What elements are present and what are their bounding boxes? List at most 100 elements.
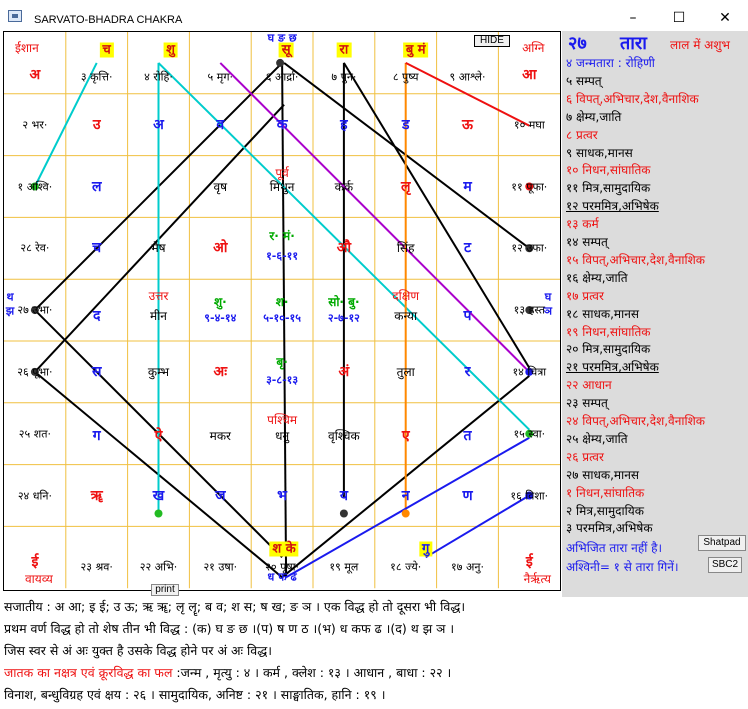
planet-shani-ketu: श के <box>269 541 299 557</box>
nakshatra-right: १० मघा <box>513 118 545 132</box>
cell-row8: भ <box>277 487 288 504</box>
cell-row3: कर्क <box>334 179 354 194</box>
nakshatra-left: २७ उभा· <box>17 303 53 317</box>
nakshatra-right: १३ हस्त <box>513 303 545 317</box>
cell-row3: लृ <box>400 178 411 195</box>
nakshatra-bottom: २२ अभि· <box>139 560 178 574</box>
hide-button[interactable]: HIDE <box>474 35 510 47</box>
nakshatra-top: ७ पुन· <box>331 70 357 84</box>
corner-letter-br: ई <box>525 554 533 571</box>
cell-row8: ॠ <box>90 487 103 504</box>
chakra-grid: ईशान अ अग्नि आ वायव्य ई नैर्ऋत्य ई ३ कृत्ति· २३ श… <box>3 31 561 596</box>
info-line-pratham: प्रथम वर्ण विद्ध हो तो शेष तीन भी विद्ध … <box>4 621 455 636</box>
tara-line: ८ प्रत्वर <box>566 127 598 142</box>
nakshatra-left: २६ पूभा· <box>17 365 53 379</box>
right-extra-letter: घ <box>544 290 552 304</box>
cell-row2: अ <box>153 116 164 133</box>
planet-shukra: शु <box>163 42 178 58</box>
corner-letter-bl: ई <box>31 554 39 571</box>
cell-row4: सिंह <box>396 241 415 256</box>
vedha-dot <box>525 306 534 315</box>
tara-line: २४ विपत्,अभिचार,देश,वैनाशिक <box>566 414 705 428</box>
nakshatra-top: ४ रोहि· <box>144 70 173 84</box>
center-planets: श· <box>275 295 289 310</box>
nakshatra-bottom: २१ उषा· <box>203 560 238 574</box>
cell-row7: धनु <box>275 428 290 443</box>
planet-guru: गु <box>419 541 433 557</box>
center-planets: शु· <box>213 295 227 310</box>
nakshatra-left: २४ धनि· <box>17 489 52 502</box>
tara-line: १३ कर्म <box>566 217 599 232</box>
cell-row7: मकर <box>209 428 231 443</box>
bottom-extra-letters: ध फ ढ <box>267 570 297 584</box>
tara-line: १८ साधक,मानस <box>566 306 639 321</box>
nakshatra-bottom: २३ श्रव· <box>80 560 113 574</box>
tara-line: २ मित्र,सामुदायिक <box>566 503 644 518</box>
maximize-button[interactable]: ☐ <box>672 10 686 26</box>
vedha-dot <box>525 491 534 500</box>
nakshatra-top: ९ आश्ले· <box>449 70 486 84</box>
direction-dakshin: दक्षिण <box>392 289 420 304</box>
tara-line: १० निधन,सांघातिक <box>566 163 651 178</box>
cell-row8: ज <box>215 487 226 504</box>
center-planets: सो· बु· <box>328 295 360 310</box>
window-title: SARVATO-BHADRA CHAKRA <box>34 14 183 26</box>
center-tithi: ९-४-१४ <box>204 311 237 325</box>
cell-row6: कुम्भ <box>147 364 170 379</box>
sbc2-button[interactable]: SBC2 <box>708 557 742 573</box>
close-button[interactable]: ✕ <box>719 10 731 26</box>
print-button[interactable]: print <box>151 584 179 596</box>
corner-agni: अग्नि <box>522 40 545 55</box>
vedha-dot <box>525 182 534 191</box>
nakshatra-left: २ भर· <box>22 118 48 132</box>
vedha-dot <box>154 509 163 518</box>
nakshatra-bottom: १७ अनु· <box>451 560 484 574</box>
tara-panel: २७ तारा लाल में अशुभ ४ जन्मतारा : रोहिणी… <box>562 31 748 598</box>
planet-budh-mangal: बु मं <box>402 42 429 58</box>
shatpad-button[interactable]: Shatpad <box>698 535 746 551</box>
nakshatra-right: १२ उफा· <box>511 241 548 255</box>
tara-line: ९ साधक,मानस <box>566 145 633 160</box>
tara-line: २२ आधान <box>566 378 612 393</box>
tara-line: २० मित्र,सामुदायिक <box>566 342 651 357</box>
cell-row3: मिथुन <box>269 179 295 194</box>
cell-row7: ए <box>401 427 410 444</box>
tara-line: ७ क्षेम्य,जाति <box>566 109 622 124</box>
tara-line: १६ क्षेम्य,जाति <box>566 270 628 285</box>
minimize-button[interactable]: – <box>629 10 637 26</box>
cell-row7: त <box>463 427 472 444</box>
phal-values: :जन्म , मृत्यु : ४ । कर्म , क्लेश : १३ ।… <box>172 665 452 680</box>
direction-paschim: पश्चिम <box>267 412 298 427</box>
tara-line: ११ मित्र,सामुदायिक <box>566 181 651 196</box>
cell-row5: मीन <box>150 309 167 324</box>
tara-line: २७ साधक,मानस <box>566 467 639 482</box>
top-extra-letters: घ ङ छ <box>267 31 297 45</box>
vedha-line-blue <box>425 494 530 559</box>
cell-row6: तुला <box>396 364 415 379</box>
cell-row7: वृश्चिक <box>328 428 360 443</box>
tara-line: ६ विपत्,अभिचार,देश,वैनाशिक <box>566 91 699 106</box>
cell-row4: मेष <box>151 241 166 256</box>
tara-line: २६ प्रत्वर <box>566 449 604 464</box>
title-bar: SARVATO-BHADRA CHAKRA – ☐ ✕ <box>0 0 748 30</box>
tara-subtitle: लाल में अशुभ <box>670 38 730 52</box>
center-tithi-1: १-६-११ <box>266 249 299 263</box>
center-tithi: ५-१०-१५ <box>263 311 301 325</box>
cell-row5: प <box>463 308 472 325</box>
tara-line: १७ प्रत्वर <box>566 288 604 303</box>
info-line-phal: जातक का नक्षत्र एवं क्रूरविद्ध का फल :जन… <box>4 665 452 680</box>
nakshatra-right: १४ चित्रा <box>512 365 547 379</box>
cell-row6: र <box>464 363 471 380</box>
cell-row2: ड <box>401 116 410 133</box>
nakshatra-top: ६ आर्द्रा· <box>265 70 299 84</box>
cell-row3: ल <box>91 178 102 195</box>
info-panel: सजातीय : अ आ; इ ई; उ ऊ; ऋ ॠ; लृ लॄ; ब व;… <box>0 597 748 709</box>
vedha-line-red <box>405 62 530 127</box>
planet-surya: सू <box>278 42 294 58</box>
tara-title: तारा <box>620 33 647 54</box>
cell-row8: य <box>339 487 348 504</box>
info-line-svar: जिस स्वर से अं अः युक्त है उसके विद्ध हो… <box>4 643 272 658</box>
cell-row4: औ <box>336 240 352 257</box>
center-mangal: र· मं· <box>269 229 295 244</box>
tara-line: १९ निधन,सांघातिक <box>566 324 651 339</box>
